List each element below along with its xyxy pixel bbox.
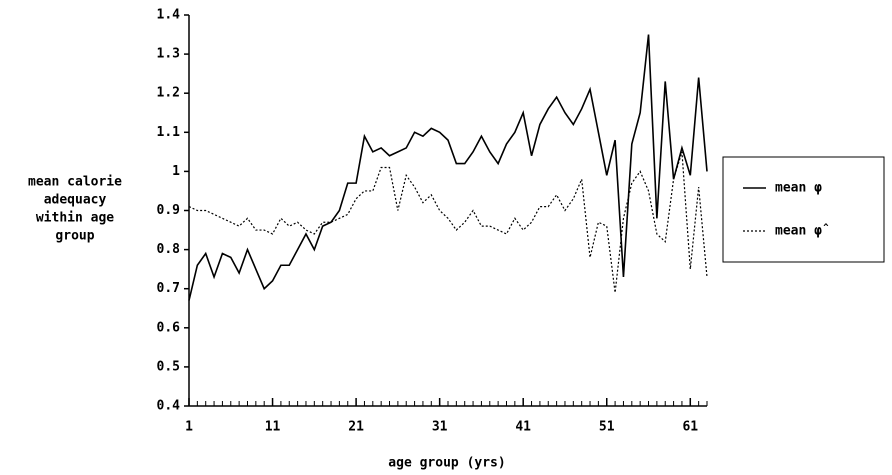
- x-tick-label: 21: [348, 420, 364, 435]
- x-tick-label: 31: [432, 420, 448, 435]
- x-tick-label: 1: [185, 420, 193, 435]
- legend-box: [722, 156, 885, 263]
- y-tick-label: 1.4: [157, 8, 181, 23]
- series-line: [188, 151, 708, 293]
- y-axis-label: adequacy: [44, 193, 107, 208]
- x-axis-label: age group (yrs): [388, 456, 505, 471]
- x-tick-label: 11: [265, 420, 281, 435]
- x-tick-label: 41: [515, 420, 531, 435]
- y-tick-label: 1.3: [157, 47, 180, 62]
- x-tick-label: 51: [599, 420, 615, 435]
- series-line: [188, 34, 708, 301]
- y-tick-label: 0.9: [157, 203, 180, 218]
- y-tick-label: 0.5: [157, 359, 180, 374]
- legend-label: mean φ̂: [775, 224, 829, 239]
- legend-label: mean φ: [775, 181, 822, 196]
- y-tick-label: 1.2: [157, 86, 180, 101]
- y-tick-label: 0.8: [157, 242, 181, 257]
- y-axis-label: mean calorie: [28, 175, 122, 190]
- y-tick-label: 0.4: [157, 399, 181, 414]
- y-tick-label: 0.6: [157, 320, 181, 335]
- y-axis-label: within age: [36, 211, 114, 226]
- y-tick-label: 0.7: [157, 281, 180, 296]
- y-tick-label: 1: [172, 164, 180, 179]
- y-tick-label: 1.1: [157, 125, 181, 140]
- x-tick-label: 61: [682, 420, 698, 435]
- y-axis-label: group: [55, 229, 94, 244]
